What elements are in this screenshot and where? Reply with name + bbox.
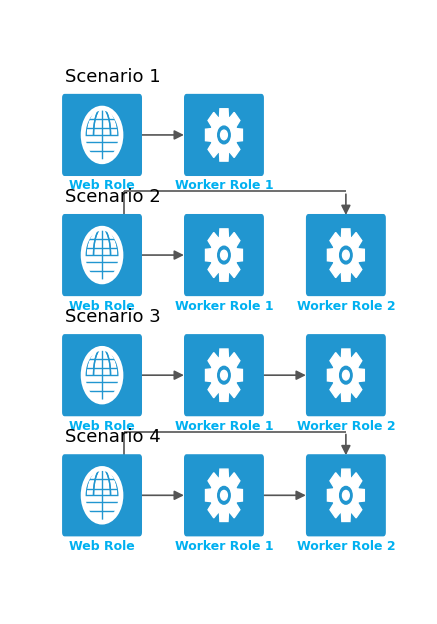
- Circle shape: [340, 366, 352, 384]
- FancyBboxPatch shape: [184, 94, 264, 176]
- FancyBboxPatch shape: [184, 454, 264, 537]
- Text: Worker Role 1: Worker Role 1: [175, 179, 273, 192]
- Circle shape: [221, 490, 227, 500]
- Text: Scenario 1: Scenario 1: [65, 67, 160, 85]
- FancyBboxPatch shape: [62, 454, 142, 537]
- Polygon shape: [205, 229, 243, 281]
- Circle shape: [218, 246, 230, 264]
- FancyBboxPatch shape: [306, 334, 386, 416]
- Text: Worker Role 2: Worker Role 2: [297, 540, 395, 553]
- Circle shape: [343, 371, 349, 380]
- Text: Scenario 4: Scenario 4: [65, 428, 160, 446]
- FancyBboxPatch shape: [184, 214, 264, 296]
- Circle shape: [218, 126, 230, 144]
- Text: Web Role: Web Role: [69, 179, 135, 192]
- Text: Web Role: Web Role: [69, 540, 135, 553]
- Circle shape: [83, 348, 121, 402]
- Polygon shape: [327, 469, 364, 522]
- Text: Worker Role 1: Worker Role 1: [175, 419, 273, 432]
- Circle shape: [218, 366, 230, 384]
- FancyBboxPatch shape: [306, 214, 386, 296]
- Circle shape: [83, 228, 121, 282]
- Circle shape: [83, 108, 121, 162]
- Circle shape: [218, 487, 230, 504]
- Polygon shape: [205, 349, 243, 401]
- Circle shape: [221, 250, 227, 260]
- FancyBboxPatch shape: [62, 334, 142, 416]
- Circle shape: [343, 490, 349, 500]
- Text: Worker Role 2: Worker Role 2: [297, 300, 395, 313]
- FancyBboxPatch shape: [184, 334, 264, 416]
- FancyBboxPatch shape: [62, 214, 142, 296]
- Text: Worker Role 1: Worker Role 1: [175, 540, 273, 553]
- Text: Web Role: Web Role: [69, 300, 135, 313]
- Text: Web Role: Web Role: [69, 419, 135, 432]
- FancyBboxPatch shape: [62, 94, 142, 176]
- Polygon shape: [205, 469, 243, 522]
- Polygon shape: [205, 109, 243, 161]
- Circle shape: [343, 250, 349, 260]
- Circle shape: [83, 469, 121, 522]
- Circle shape: [340, 246, 352, 264]
- Circle shape: [221, 130, 227, 140]
- Text: Scenario 3: Scenario 3: [65, 308, 160, 326]
- Polygon shape: [327, 229, 364, 281]
- Text: Worker Role 2: Worker Role 2: [297, 419, 395, 432]
- FancyBboxPatch shape: [306, 454, 386, 537]
- Text: Scenario 2: Scenario 2: [65, 188, 160, 206]
- Polygon shape: [327, 349, 364, 401]
- Circle shape: [340, 487, 352, 504]
- Circle shape: [221, 371, 227, 380]
- Text: Worker Role 1: Worker Role 1: [175, 300, 273, 313]
